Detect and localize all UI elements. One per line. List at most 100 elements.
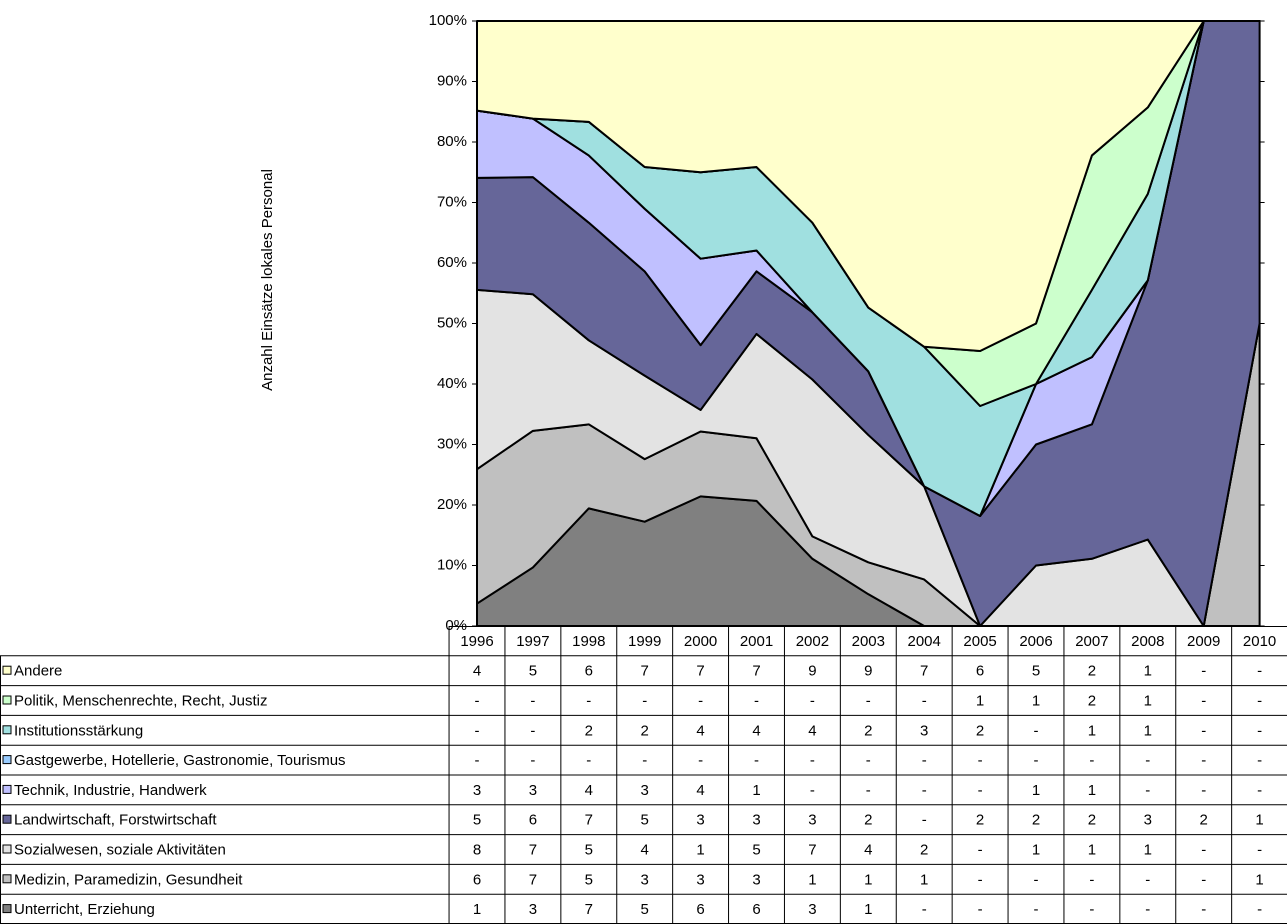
table-cell: - [922,752,927,769]
table-cell: 1 [1144,692,1152,709]
legend-swatch [2,844,12,854]
table-cell: 2 [585,722,593,739]
y-tick-label: 60% [437,254,467,271]
legend-label: Politik, Menschenrechte, Recht, Justiz [14,692,267,709]
table-cell: 5 [473,812,481,829]
table-cell: 7 [529,841,537,858]
table-cell: 2 [976,722,984,739]
table-cell: 3 [808,812,816,829]
table-cell: 1 [1088,722,1096,739]
table-cell: - [1257,692,1262,709]
table-cell: 7 [585,901,593,918]
x-tick-label: 1999 [628,633,661,650]
table-cell: 2 [641,722,649,739]
table-cell: 3 [529,901,537,918]
table-cell: - [1089,901,1094,918]
table-cell: 2 [864,812,872,829]
table-cell: - [1257,752,1262,769]
table-cell: - [530,752,535,769]
table-cell: 4 [696,722,704,739]
table-cell: 2 [920,841,928,858]
table-cell: - [1145,782,1150,799]
table-cell: - [1257,841,1262,858]
table-cell: 3 [920,722,928,739]
table-cell: 2 [1200,812,1208,829]
y-axis-label: Anzahl Einsätze lokales Personal [259,169,276,391]
table-cell: 4 [585,782,593,799]
table-cell: 3 [641,871,649,888]
table-cell: - [978,871,983,888]
x-tick-label: 2001 [740,633,773,650]
y-tick-label: 10% [437,556,467,573]
x-tick-label: 1998 [572,633,605,650]
table-cell: 6 [696,901,704,918]
table-cell: - [1089,871,1094,888]
table-cell: 4 [696,782,704,799]
table-cell: 1 [1144,841,1152,858]
table-cell: 6 [752,901,760,918]
table-cell: 6 [976,663,984,680]
table-cell: 3 [1144,812,1152,829]
table-cell: 7 [641,663,649,680]
x-tick-label: 2000 [684,633,717,650]
table-cell: 7 [529,871,537,888]
table-cell: 1 [808,871,816,888]
y-tick-label: 40% [437,375,467,392]
table-cell: 6 [473,871,481,888]
x-tick-label: 2008 [1131,633,1164,650]
table-cell: 3 [752,812,760,829]
table-cell: 2 [1088,692,1096,709]
x-tick-label: 2010 [1243,633,1276,650]
table-cell: - [1201,663,1206,680]
table-cell: - [1201,871,1206,888]
table-cell: 1 [1032,692,1040,709]
table-cell: - [810,782,815,799]
table-cell: 7 [752,663,760,680]
x-tick-label: 2003 [852,633,885,650]
table-cell: 3 [808,901,816,918]
table-cell: 1 [1255,812,1263,829]
table-cell: - [866,782,871,799]
table-cell: 7 [920,663,928,680]
table-cell: - [754,752,759,769]
y-tick-label: 0% [445,617,467,634]
table-cell: 1 [1088,782,1096,799]
table-cell: - [978,782,983,799]
table-cell: 3 [641,782,649,799]
legend-swatch [2,904,12,914]
table-cell: - [1034,871,1039,888]
x-tick-label: 2009 [1187,633,1220,650]
table-cell: - [530,722,535,739]
table-cell: - [1034,901,1039,918]
table-cell: - [1201,752,1206,769]
y-tick-label: 70% [437,193,467,210]
legend-swatch [2,874,12,884]
table-cell: 1 [1144,722,1152,739]
table-cell: 1 [752,782,760,799]
legend-swatch [2,725,12,735]
table-cell: 5 [1032,663,1040,680]
table-cell: 9 [864,663,872,680]
table-cell: 9 [808,663,816,680]
y-tick-label: 80% [437,133,467,150]
table-cell: - [810,692,815,709]
table-cell: 1 [864,871,872,888]
table-cell: 6 [585,663,593,680]
table-cell: 1 [473,901,481,918]
table-cell: - [1034,752,1039,769]
table-cell: 7 [808,841,816,858]
table-cell: 1 [1144,663,1152,680]
table-cell: - [586,692,591,709]
table-cell: - [1201,901,1206,918]
table-cell: - [475,692,480,709]
table-cell: - [1257,782,1262,799]
table-cell: 1 [920,871,928,888]
table-cell: - [530,692,535,709]
table-cell: 7 [585,812,593,829]
table-cell: - [1257,901,1262,918]
table-cell: - [586,752,591,769]
table-cell: 5 [641,901,649,918]
table-cell: 3 [696,812,704,829]
table-cell: - [1145,901,1150,918]
table-cell: - [922,812,927,829]
